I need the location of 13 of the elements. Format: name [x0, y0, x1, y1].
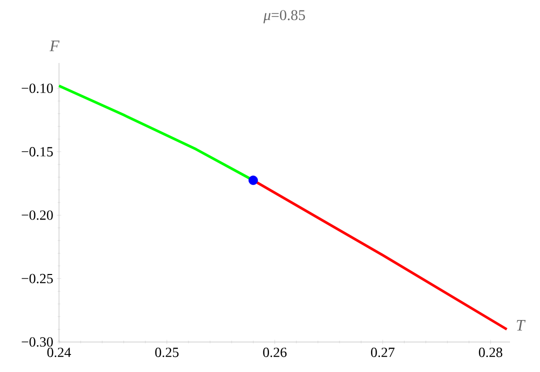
x-tick-label: 0.27 — [371, 348, 394, 358]
x-axis-title: T — [516, 320, 526, 330]
y-tick-label: −0.30 — [22, 337, 53, 347]
x-tick-label: 0.24 — [47, 348, 71, 358]
y-tick-label: −0.15 — [22, 147, 53, 157]
y-tick-label: −0.25 — [22, 274, 53, 284]
y-axis-title: F — [50, 40, 60, 52]
x-tick-label: 0.26 — [263, 348, 287, 358]
x-tick-label: 0.28 — [478, 348, 502, 358]
y-tick-label: −0.10 — [22, 84, 53, 94]
y-tick-label: −0.20 — [22, 210, 53, 220]
x-tick-label: 0.25 — [155, 348, 179, 358]
chart-title: μ=0.85 — [263, 10, 305, 24]
